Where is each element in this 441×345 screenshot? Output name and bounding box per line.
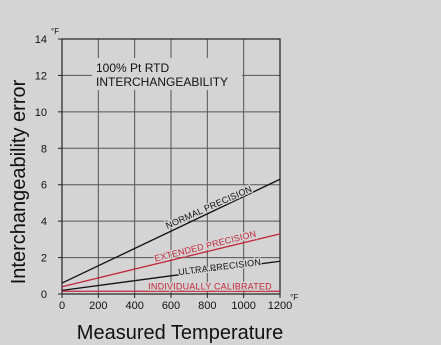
- x-tick-label: 400: [125, 300, 143, 312]
- y-tick-label: 6: [41, 180, 47, 192]
- x-tick-label: 800: [198, 300, 216, 312]
- x-tick-label: 1000: [231, 300, 255, 312]
- y-tick-label: 8: [41, 143, 47, 155]
- tick-labels: 0 200 400 600 800 1000 1200 0 2 4 6 8 10 12 14: [35, 34, 292, 312]
- series-line-3: [61, 260, 281, 292]
- y-unit-label: °F: [51, 27, 59, 36]
- y-tick-label: 0: [41, 289, 47, 301]
- x-tick-label: 200: [89, 300, 107, 312]
- y-tick-label: 4: [41, 216, 47, 228]
- y-tick-label: 10: [35, 107, 47, 119]
- x-axis-title: Measured Temperature: [77, 322, 283, 344]
- series-label-4: INDIVIDUALLY CALIBRATED: [148, 282, 272, 292]
- y-tick-label: 12: [35, 70, 47, 82]
- y-tick-label: 14: [35, 34, 47, 46]
- chart-title-line-2: INTERCHANGEABILITY: [96, 75, 228, 89]
- y-tick-label: 2: [41, 253, 47, 265]
- x-unit-label: °F: [290, 293, 298, 302]
- y-axis-title: Interchangeability error: [8, 79, 30, 284]
- x-tick-label: 0: [59, 300, 65, 312]
- series-lines: [61, 178, 281, 292]
- chart-title-line-1: 100% Pt RTD: [96, 61, 169, 75]
- title-background: [92, 58, 242, 90]
- x-tick-label: 600: [162, 300, 180, 312]
- axes: [58, 38, 281, 298]
- x-tick-label: 1200: [268, 300, 292, 312]
- series-line-2: [61, 233, 281, 288]
- series-line-1: [61, 178, 281, 284]
